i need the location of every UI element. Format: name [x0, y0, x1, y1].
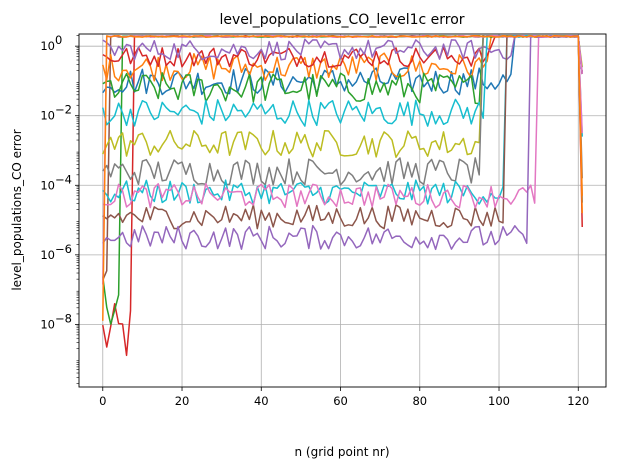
x-axis-label: n (grid point nr) — [294, 445, 389, 459]
series-line — [102, 35, 583, 209]
y-tick-label-exponent: −4 — [55, 172, 72, 186]
y-tick-label-exponent: 0 — [55, 33, 62, 47]
series-line — [102, 35, 583, 251]
y-axis-label: level_populations_CO error — [10, 129, 24, 290]
x-tick-label: 100 — [488, 394, 510, 408]
y-tick-label: 10 — [40, 39, 55, 53]
y-tick-label: 10 — [40, 248, 55, 262]
x-tick-label: 0 — [99, 394, 106, 408]
y-tick-label: 10 — [40, 178, 55, 192]
series-line — [102, 35, 583, 206]
y-tick-label-exponent: −8 — [55, 311, 72, 325]
y-tick-label-exponent: −2 — [55, 103, 72, 117]
series-line — [102, 35, 583, 230]
y-tick-label: 10 — [40, 109, 55, 123]
plot-frame — [78, 33, 607, 388]
x-axis-ticks: 0 20 40 60 80 100 120 — [99, 387, 589, 408]
x-tick-label: 120 — [567, 394, 589, 408]
chart-title: level_populations_CO_level1c error — [219, 12, 464, 28]
x-tick-label: 20 — [175, 394, 190, 408]
x-tick-label: 60 — [333, 394, 348, 408]
x-tick-label: 80 — [412, 394, 427, 408]
series-line — [102, 35, 583, 321]
y-tick-label: 10 — [40, 317, 55, 331]
y-tick-label-exponent: −6 — [55, 242, 72, 256]
x-tick-label: 40 — [254, 394, 269, 408]
series-line — [102, 35, 583, 75]
series-lines — [102, 34, 583, 357]
